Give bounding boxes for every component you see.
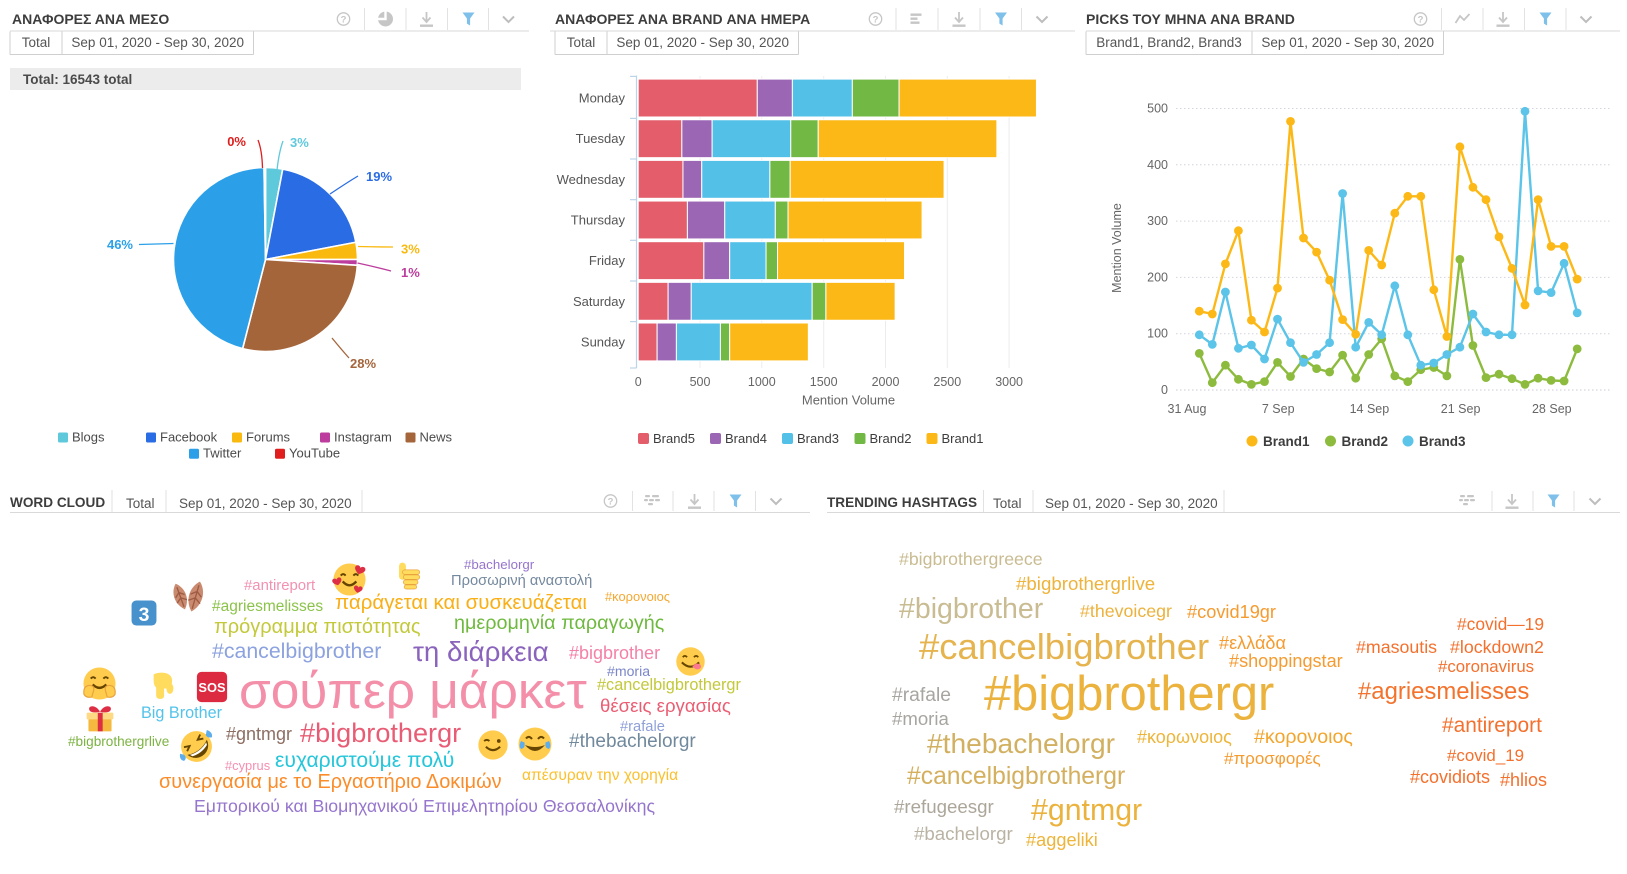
svg-text:21 Sep: 21 Sep — [1441, 402, 1481, 416]
svg-text:7 Sep: 7 Sep — [1262, 402, 1295, 416]
svg-text:Twitter: Twitter — [203, 446, 242, 461]
svg-text:0: 0 — [635, 375, 642, 389]
svg-text:200: 200 — [1147, 270, 1168, 284]
svg-text:Mention Volume: Mention Volume — [802, 393, 895, 408]
svg-text:3000: 3000 — [995, 375, 1023, 389]
svg-text:Blogs: Blogs — [72, 430, 105, 445]
svg-text:2000: 2000 — [872, 375, 900, 389]
svg-text:3%: 3% — [401, 242, 420, 257]
svg-text:?: ? — [1418, 15, 1424, 26]
svg-text:Brand2: Brand2 — [1342, 434, 1389, 449]
svg-text:Tuesday: Tuesday — [576, 131, 626, 146]
svg-text:Total: Total — [22, 35, 51, 50]
svg-text:Sep 01, 2020 - Sep 30, 2020: Sep 01, 2020 - Sep 30, 2020 — [71, 35, 244, 50]
svg-text:2500: 2500 — [933, 375, 961, 389]
svg-text:28%: 28% — [350, 356, 376, 371]
svg-text:0%: 0% — [227, 134, 246, 149]
svg-text:1%: 1% — [401, 265, 420, 280]
svg-text:1000: 1000 — [748, 375, 776, 389]
svg-text:SOS: SOS — [198, 680, 226, 695]
svg-text:Mention Volume: Mention Volume — [1110, 203, 1124, 293]
svg-text:YouTube: YouTube — [289, 446, 340, 461]
svg-text:31 Aug: 31 Aug — [1168, 402, 1207, 416]
svg-text:Total: Total — [567, 35, 596, 50]
svg-text:3%: 3% — [290, 135, 309, 150]
svg-text:Wednesday: Wednesday — [557, 172, 626, 187]
svg-text:300: 300 — [1147, 214, 1168, 228]
svg-text:3: 3 — [139, 604, 150, 626]
svg-text:28 Sep: 28 Sep — [1532, 402, 1572, 416]
svg-text:Sep 01, 2020 - Sep 30, 2020: Sep 01, 2020 - Sep 30, 2020 — [616, 35, 789, 50]
svg-text:Brand1: Brand1 — [942, 431, 984, 446]
svg-text:14 Sep: 14 Sep — [1350, 402, 1390, 416]
svg-text:100: 100 — [1147, 327, 1168, 341]
svg-text:Forums: Forums — [246, 430, 291, 445]
svg-text:Sunday: Sunday — [581, 334, 626, 349]
svg-text:Instagram: Instagram — [334, 430, 392, 445]
svg-text:Saturday: Saturday — [573, 294, 626, 309]
svg-text:?: ? — [608, 497, 614, 508]
svg-text:46%: 46% — [107, 237, 133, 252]
svg-text:Facebook: Facebook — [160, 430, 218, 445]
svg-text:Sep 01, 2020 - Sep 30, 2020: Sep 01, 2020 - Sep 30, 2020 — [1261, 35, 1434, 50]
svg-text:Thursday: Thursday — [571, 213, 626, 228]
svg-text:?: ? — [341, 15, 347, 26]
svg-text:500: 500 — [690, 375, 711, 389]
svg-text:Brand3: Brand3 — [797, 431, 839, 446]
svg-text:500: 500 — [1147, 102, 1168, 116]
svg-text:Brand2: Brand2 — [870, 431, 912, 446]
svg-text:400: 400 — [1147, 158, 1168, 172]
svg-text:Brand3: Brand3 — [1419, 434, 1466, 449]
svg-text:19%: 19% — [366, 169, 392, 184]
svg-text:Brand5: Brand5 — [653, 431, 695, 446]
svg-text:Brand1: Brand1 — [1263, 434, 1310, 449]
svg-text:1500: 1500 — [810, 375, 838, 389]
svg-text:0: 0 — [1161, 383, 1168, 397]
svg-text:Monday: Monday — [579, 91, 626, 106]
svg-text:?: ? — [873, 15, 879, 26]
svg-text:Brand4: Brand4 — [725, 431, 767, 446]
svg-text:Friday: Friday — [589, 253, 626, 268]
svg-text:Brand1, Brand2, Brand3: Brand1, Brand2, Brand3 — [1096, 35, 1242, 50]
svg-text:News: News — [420, 430, 453, 445]
